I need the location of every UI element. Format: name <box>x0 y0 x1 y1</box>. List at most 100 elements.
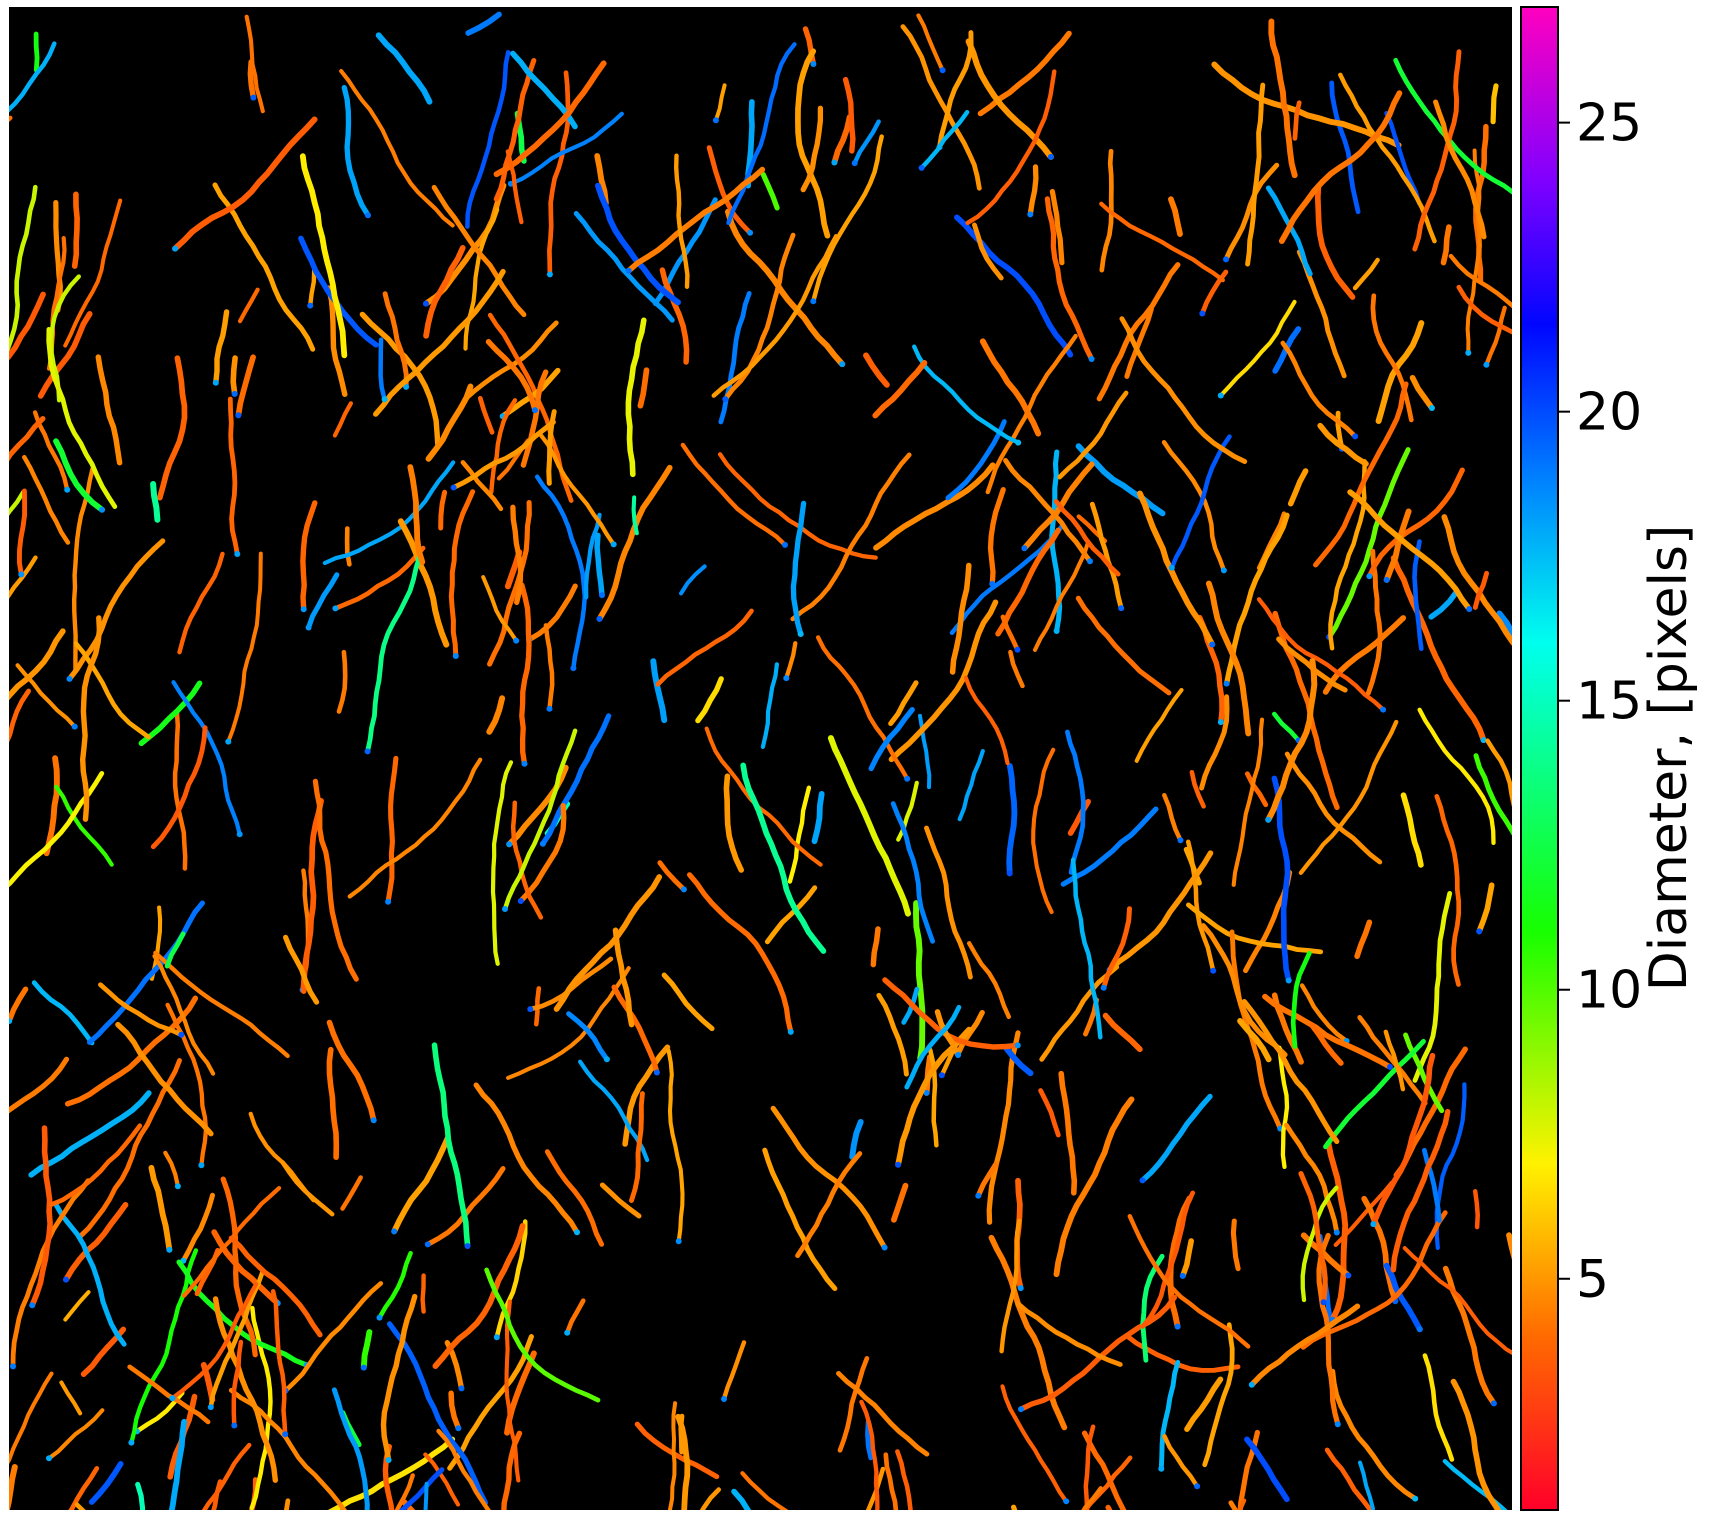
vessel-endpoint <box>521 760 528 767</box>
vessel-endpoint <box>1465 349 1472 356</box>
vessel-endpoint <box>423 300 429 307</box>
vessel-segment <box>1038 1088 1061 1138</box>
vessel-segment <box>63 1290 91 1322</box>
vessel-endpoint <box>1220 567 1227 574</box>
vessel-segment <box>863 352 890 388</box>
vessel-segment <box>1230 1218 1241 1272</box>
vessel-endpoint <box>385 1457 392 1463</box>
vessel-endpoint <box>381 396 388 403</box>
vessel-segment <box>63 1201 129 1283</box>
vessel-segment <box>859 1399 880 1510</box>
vessel-segment <box>79 615 103 822</box>
vessel-endpoint <box>99 506 105 513</box>
vessel-segment <box>1448 253 1512 309</box>
vessel-endpoint <box>198 1162 205 1169</box>
vessel-segment <box>934 1009 961 1058</box>
vessel-segment <box>1002 1044 1034 1077</box>
vessel-endpoint <box>1285 977 1292 984</box>
vessel-endpoint <box>1118 605 1125 612</box>
vessel-segment <box>29 1125 53 1308</box>
vessel-segment <box>955 1009 985 1057</box>
vessel-segment <box>508 111 624 186</box>
vessel-endpoint <box>513 637 520 644</box>
vessel-segment <box>71 191 80 269</box>
vessel-segment <box>325 285 348 397</box>
vessel-segment <box>1384 111 1422 206</box>
vessel-segment <box>432 1223 526 1369</box>
vessel-segment <box>280 1160 335 1217</box>
vessel-segment <box>891 1182 909 1223</box>
vessel-segment <box>165 1002 209 1168</box>
vessel-endpoint <box>166 1246 173 1253</box>
vessel-segment <box>1058 1070 1078 1196</box>
vessel-segment <box>1162 1434 1200 1489</box>
vessel-segment <box>308 267 317 308</box>
vessel-segment <box>420 1273 426 1314</box>
vessel-segment <box>473 1082 580 1235</box>
vessel-segment <box>865 1466 886 1510</box>
vessel-segment <box>1081 1430 1127 1510</box>
colorbar-label: Diameter, [pixels] <box>1639 525 1699 992</box>
vessel-segment <box>1277 1045 1290 1170</box>
vessel-segment <box>71 467 95 674</box>
vessel-segment <box>760 662 779 749</box>
vessel-segment <box>595 182 681 306</box>
vessel-segment <box>900 24 982 191</box>
vessel-segment <box>212 182 316 352</box>
vessel-segment <box>800 105 824 193</box>
vessel-endpoint <box>1063 1498 1070 1505</box>
vessel-segment <box>1140 1190 1196 1329</box>
vessel-segment <box>1412 539 1424 651</box>
vessel-segment <box>1496 610 1512 640</box>
vessel-endpoint <box>1210 967 1217 974</box>
vessel-endpoint <box>1217 392 1224 399</box>
vessel-segment <box>1268 18 1298 179</box>
vessel-segment <box>1428 589 1460 620</box>
vessel-segment <box>1027 164 1039 218</box>
vessel-endpoint <box>1223 680 1230 687</box>
vessel-segment <box>1300 1185 1339 1303</box>
vessel-endpoint <box>653 1069 660 1076</box>
vessel-segment <box>54 1203 127 1347</box>
colorbar-ticks: 5 10 15 20 25 <box>1558 94 1642 1310</box>
vessel-segment <box>965 69 1057 226</box>
vessel-endpoint <box>1265 816 1272 823</box>
vessel-segment <box>448 1390 462 1431</box>
vessel-segment <box>849 1118 864 1160</box>
vessel-endpoint <box>300 606 307 613</box>
vessel-segment <box>1358 1460 1375 1510</box>
vessel-endpoint <box>939 67 946 74</box>
vessel-segment <box>9 1371 54 1465</box>
vessel-segment <box>115 1021 214 1137</box>
vessel-segment <box>872 360 928 419</box>
vessel-endpoint <box>178 1031 185 1038</box>
vessel-segment <box>431 184 527 318</box>
vessel-endpoint <box>1139 1177 1146 1184</box>
vessel-segment <box>831 114 853 166</box>
vessel-segment <box>975 1161 999 1199</box>
vessel-segment <box>59 1380 83 1416</box>
vessel-segment <box>594 153 609 206</box>
vessel-segment <box>873 462 996 551</box>
vessel-endpoint <box>212 379 219 386</box>
vessel-segment <box>1200 923 1288 1058</box>
vessel-endpoint <box>64 486 71 493</box>
vessel-segment <box>1000 1384 1069 1504</box>
vessel-endpoint <box>66 675 73 682</box>
vessel-segment <box>1290 950 1312 1049</box>
vessel-segment <box>1476 882 1495 935</box>
vessel-endpoint <box>493 1334 500 1341</box>
vessel-endpoint <box>231 1422 238 1429</box>
vessel-segment <box>344 526 352 567</box>
vessel-segment <box>1241 998 1340 1145</box>
vessel-segment <box>1465 148 1482 355</box>
vessel-endpoint <box>174 1183 181 1190</box>
vessel-segment <box>725 208 846 368</box>
vessel-endpoint <box>625 267 632 274</box>
vessel-segment <box>153 950 290 1059</box>
vessel-segment <box>365 553 423 754</box>
vessel-segment <box>1249 1303 1361 1388</box>
vessel-segment <box>657 860 687 892</box>
vessel-endpoint <box>364 748 371 755</box>
vessel-endpoint <box>603 1056 610 1063</box>
